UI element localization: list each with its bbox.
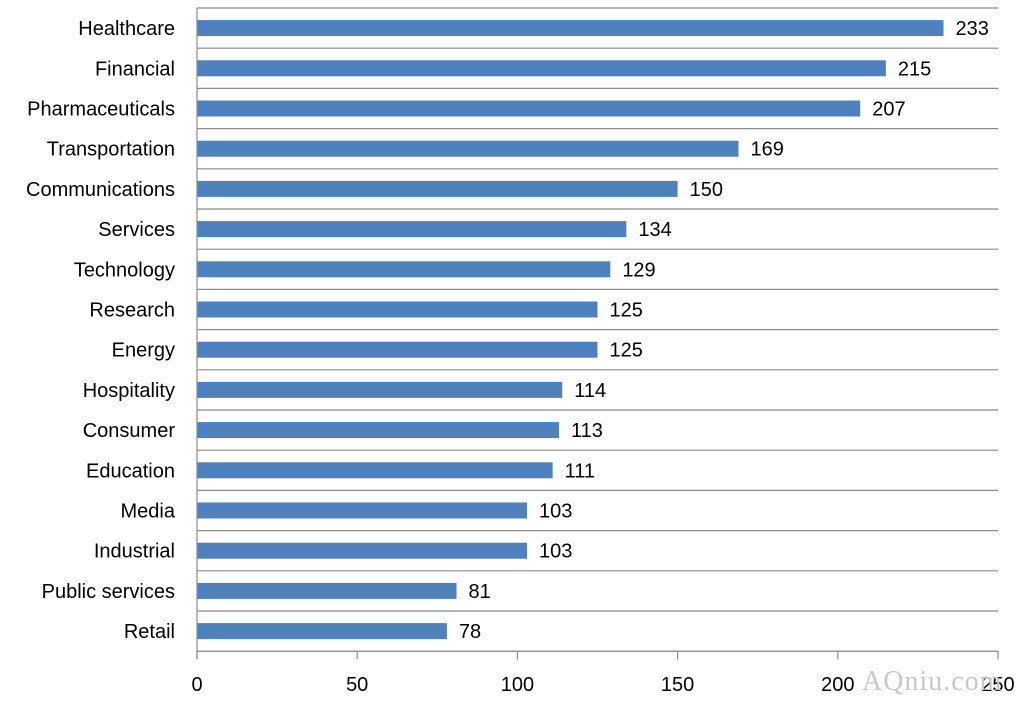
category-label: Transportation xyxy=(47,139,175,161)
tick-labels: 0 50 100 150 200 250 xyxy=(191,674,1014,696)
category-label: Consumer xyxy=(83,420,176,442)
bar xyxy=(197,381,563,398)
value-label: 114 xyxy=(574,380,606,402)
x-tick-label: 150 xyxy=(661,674,694,696)
category-label: Financial xyxy=(95,58,175,80)
category-label: Communications xyxy=(26,179,175,201)
category-label: Pharmaceuticals xyxy=(27,99,175,121)
category-label: Hospitality xyxy=(83,380,175,402)
value-label: 134 xyxy=(638,219,671,241)
category-label: Research xyxy=(89,300,175,322)
category-label: Public services xyxy=(42,581,175,603)
x-tick-label: 100 xyxy=(501,674,534,696)
bar xyxy=(197,60,886,77)
bar xyxy=(197,140,739,157)
value-label: 125 xyxy=(610,340,643,362)
category-label: Technology xyxy=(74,259,175,281)
bar xyxy=(197,261,611,278)
x-tick-label: 0 xyxy=(191,674,202,696)
x-tick-label: 50 xyxy=(346,674,368,696)
bar xyxy=(197,301,598,318)
value-label: 78 xyxy=(459,621,481,643)
value-label: 129 xyxy=(622,259,655,281)
watermark: AQniu.com xyxy=(862,666,1002,697)
x-tick-label: 250 xyxy=(981,674,1014,696)
bar xyxy=(197,221,627,238)
category-label: Energy xyxy=(112,340,175,362)
bar xyxy=(197,582,457,599)
value-label: 103 xyxy=(539,541,572,563)
value-label: 150 xyxy=(690,179,723,201)
value-label: 81 xyxy=(469,581,491,603)
category-label: Retail xyxy=(124,621,175,643)
value-label: 169 xyxy=(750,139,783,161)
bar xyxy=(197,20,944,37)
value-label: 125 xyxy=(610,300,643,322)
x-tick-label: 200 xyxy=(821,674,854,696)
category-label: Services xyxy=(98,219,175,241)
bar xyxy=(197,542,528,559)
axes xyxy=(196,8,999,660)
bar xyxy=(197,462,553,479)
bar xyxy=(197,502,528,519)
category-label: Media xyxy=(121,501,176,523)
value-label: 233 xyxy=(956,18,989,40)
bar xyxy=(197,100,861,117)
value-labels: 2332152071691501341291251251141131111031… xyxy=(459,18,989,643)
value-label: 103 xyxy=(539,501,572,523)
value-label: 111 xyxy=(565,460,595,482)
value-label: 113 xyxy=(571,420,603,442)
value-label: 215 xyxy=(898,58,931,80)
bar xyxy=(197,180,678,197)
bar xyxy=(197,422,560,439)
category-label: Industrial xyxy=(94,541,175,563)
value-label: 207 xyxy=(872,99,905,121)
bar xyxy=(197,341,598,358)
bar xyxy=(197,623,447,640)
category-label: Education xyxy=(86,460,175,482)
bars xyxy=(197,20,944,640)
category-labels: Healthcare Financial Pharmaceuticals Transp… xyxy=(26,18,176,643)
category-label: Healthcare xyxy=(78,18,175,40)
